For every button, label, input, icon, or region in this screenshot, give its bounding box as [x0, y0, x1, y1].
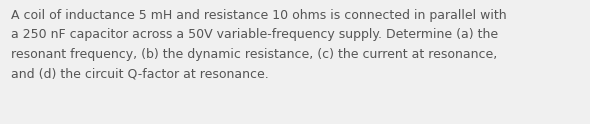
Text: A coil of inductance 5 mH and resistance 10 ohms is connected in parallel with
a: A coil of inductance 5 mH and resistance… [11, 9, 506, 80]
